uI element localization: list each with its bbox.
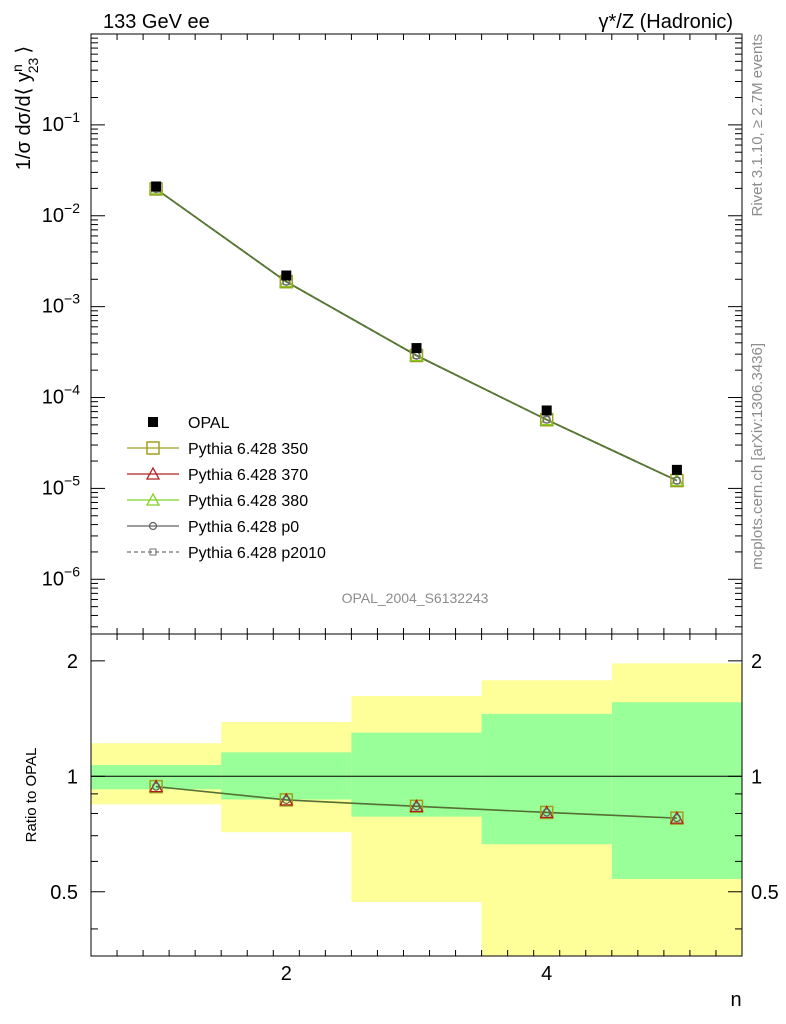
legend-marker-4 bbox=[148, 521, 158, 531]
legend: OPAL Pythia 6.428 350 Pythia 6.428 370 Pyth… bbox=[127, 415, 326, 562]
legend-marker-2 bbox=[145, 466, 161, 480]
ratio-plot-frame bbox=[90, 633, 743, 957]
right-title: γ*/Z (Hadronic) bbox=[599, 11, 733, 33]
mc-line-4 bbox=[155, 188, 678, 482]
ratio-data-layer bbox=[91, 663, 742, 956]
opal-data-point-4 bbox=[671, 464, 682, 475]
rivet-version-label: Rivet 3.1.10, ≥ 2.7M events bbox=[749, 34, 766, 217]
ratio-x-tick-label-1: 4 bbox=[541, 963, 552, 985]
legend-marker-3 bbox=[145, 492, 161, 506]
ratio-y-tick-label-left-2: 2 bbox=[67, 651, 78, 673]
legend-label-5: Pythia 6.428 p2010 bbox=[188, 545, 326, 562]
legend-label-2: Pythia 6.428 370 bbox=[188, 467, 308, 484]
opal-data-point-3 bbox=[541, 405, 552, 416]
ratio-y-tick-label-left-1: 1 bbox=[67, 766, 78, 788]
main-y-tick-label-4: 10−2 bbox=[42, 200, 80, 227]
legend-label-1: Pythia 6.428 350 bbox=[188, 441, 308, 458]
left-title: 133 GeV ee bbox=[103, 11, 210, 33]
legend-label-4: Pythia 6.428 p0 bbox=[188, 519, 299, 536]
ratio-marker-circle-2 bbox=[412, 802, 421, 811]
legend-marker-5 bbox=[149, 548, 157, 556]
legend-entry-1: Pythia 6.428 350 bbox=[127, 441, 308, 458]
mcplots-label: mcplots.cern.ch [arXiv:1306.3436] bbox=[749, 343, 766, 570]
ratio-line-1 bbox=[156, 786, 677, 819]
legend-entry-5: Pythia 6.428 p2010 bbox=[127, 545, 326, 562]
ratio-x-tick-label-0: 2 bbox=[281, 963, 292, 985]
legend-label-3: Pythia 6.428 380 bbox=[188, 493, 308, 510]
ratio-y-tick-label-right-2: 2 bbox=[751, 651, 762, 673]
main-y-tick-label-3: 10−3 bbox=[42, 291, 80, 318]
ratio-marker-circle-4 bbox=[672, 814, 682, 823]
ratio-panel: 2 4 0.5 0.5 1 1 2 2 Ratio to OPAL n bbox=[23, 633, 779, 1011]
main-data-layer bbox=[149, 181, 684, 488]
main-y-axis-label: 1/σ dσ/d⟨ yn23⟩ bbox=[9, 46, 41, 170]
opal-data-point-1 bbox=[281, 270, 292, 281]
ratio-marker-circle-1 bbox=[282, 795, 291, 804]
mc-line-3 bbox=[155, 188, 678, 482]
mc-line-0 bbox=[155, 188, 678, 482]
opal-data-point-2 bbox=[411, 343, 422, 354]
opal-data-point-0 bbox=[151, 181, 162, 192]
legend-marker-0 bbox=[148, 417, 158, 427]
legend-label-0: OPAL bbox=[188, 415, 230, 432]
main-y-tick-label-5: 10−1 bbox=[42, 109, 80, 136]
main-y-tick-label-1: 10−5 bbox=[42, 472, 80, 499]
mc-marker-s5-p4 bbox=[673, 477, 681, 485]
mc-marker-s5-p3 bbox=[543, 416, 551, 424]
mc-line-2 bbox=[155, 188, 678, 482]
ratio-y-axis-label: Ratio to OPAL bbox=[23, 748, 40, 843]
ratio-axes: 2 4 0.5 0.5 1 1 2 2 bbox=[50, 634, 779, 985]
ratio-band-inner-4 bbox=[611, 702, 742, 879]
ratio-band-inner-0 bbox=[91, 765, 222, 790]
main-axes: 10−6 10−5 10−4 10−3 10−2 10−1 bbox=[42, 33, 743, 634]
legend-entry-4: Pythia 6.428 p0 bbox=[127, 519, 299, 536]
legend-marker-1 bbox=[146, 441, 160, 455]
ratio-band-inner-3 bbox=[481, 713, 612, 845]
analysis-watermark: OPAL_2004_S6132243 bbox=[342, 590, 489, 606]
ratio-marker-circle-0 bbox=[152, 782, 161, 791]
main-y-tick-label-0: 10−6 bbox=[42, 563, 80, 590]
ratio-y-tick-label-right-1: 1 bbox=[751, 766, 762, 788]
ratio-marker-circle-3 bbox=[542, 808, 551, 817]
mc-line-1 bbox=[155, 188, 678, 482]
legend-entry-0: OPAL bbox=[148, 415, 230, 432]
legend-entry-3: Pythia 6.428 380 bbox=[127, 492, 308, 510]
ratio-y-tick-label-right-0: 0.5 bbox=[751, 882, 779, 904]
main-panel: 10−6 10−5 10−4 10−3 10−2 10−1 OPAL_2004_S6132… bbox=[9, 33, 743, 635]
main-y-tick-label-2: 10−4 bbox=[42, 382, 80, 409]
legend-entry-2: Pythia 6.428 370 bbox=[127, 466, 308, 484]
x-axis-label: n bbox=[730, 989, 741, 1011]
ratio-y-tick-label-left-0: 0.5 bbox=[50, 882, 78, 904]
main-plot-frame bbox=[90, 33, 743, 635]
